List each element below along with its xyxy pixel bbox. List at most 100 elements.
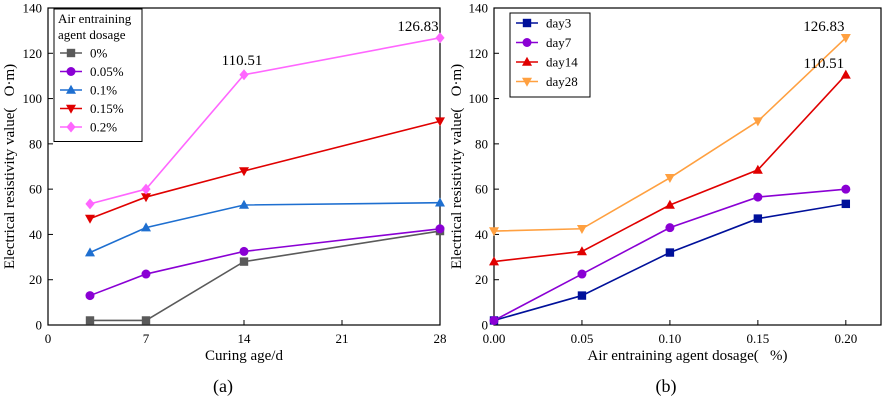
- legend-title: Air entraining agent dosage: [58, 11, 132, 42]
- legend-entry-day28: day28: [546, 74, 578, 89]
- data-point-0.1%: [239, 199, 249, 209]
- data-point-day28: [840, 34, 851, 44]
- data-point-0.2%: [435, 32, 445, 44]
- y-tick-label: 0: [482, 318, 489, 333]
- x-tick-label: 14: [238, 331, 252, 346]
- legend-entry-0.2%: 0.2%: [90, 120, 117, 135]
- annotation-label: 126.83: [803, 19, 844, 35]
- legend-entry-0.05%: 0.05%: [90, 64, 124, 79]
- legend-entry-day14: day14: [546, 55, 578, 70]
- series-line-0%: [90, 230, 441, 322]
- data-point-day7: [577, 269, 587, 279]
- legend-marker-0.1%: [66, 84, 76, 94]
- data-point-day14: [576, 246, 587, 256]
- x-tick-label: 0.15: [746, 331, 769, 346]
- legend-marker-day14: [522, 56, 532, 66]
- chart-panel-a: 0 20 40 60 80 100 120 140 0 7 14 21 28 Curing age/d El…: [2, 1, 447, 398]
- data-point-0.2%: [239, 69, 249, 81]
- data-point-day14: [664, 199, 675, 209]
- series-line-0.15%: [89, 120, 441, 220]
- data-point-0.15%: [239, 167, 249, 177]
- data-point-0.1%: [435, 197, 445, 207]
- legend-entry-0.1%: 0.1%: [90, 83, 117, 98]
- data-point-0.05%: [85, 291, 95, 301]
- data-point-0.2%: [141, 183, 151, 195]
- series-line-0.1%: [89, 201, 441, 254]
- series-line-day14: [493, 74, 847, 263]
- x-tick-label: 0: [45, 331, 52, 346]
- data-point-0.1%: [141, 222, 151, 232]
- data-point-0.05%: [435, 224, 445, 234]
- annotation-label: 110.51: [803, 56, 844, 72]
- legend-marker-day28: [522, 77, 532, 87]
- y-axis-title: Electrical resistivity value( O·m): [449, 64, 465, 269]
- data-point-0%: [85, 316, 95, 325]
- data-point-0.15%: [141, 193, 151, 203]
- y-tick-label: 120: [23, 46, 43, 61]
- data-point-day7: [489, 315, 499, 325]
- data-point-0.2%: [85, 198, 95, 210]
- legend-marker-0%: [66, 48, 76, 58]
- x-tick-label: 0.05: [571, 331, 594, 346]
- y-tick-label: 60: [29, 182, 42, 197]
- y-tick-label: 40: [475, 227, 488, 242]
- x-tick-label: 0.00: [483, 331, 506, 346]
- y-tick-label: 120: [469, 46, 489, 61]
- data-point-day7: [665, 223, 675, 233]
- data-point-day7: [841, 184, 851, 194]
- legend-marker-0.05%: [66, 67, 76, 76]
- data-point-0.15%: [435, 117, 445, 127]
- data-point-0.15%: [85, 214, 95, 224]
- legend-entry-day7: day7: [546, 35, 572, 50]
- x-tick-label: 7: [143, 331, 150, 346]
- panel-label: (a): [213, 376, 233, 397]
- data-point-day28: [752, 117, 763, 127]
- y-axis-title: Electrical resistivity value( O·m): [2, 64, 18, 269]
- data-point-0.1%: [85, 247, 95, 257]
- data-point-day28: [489, 227, 499, 237]
- annotation-label: 110.51: [222, 53, 263, 69]
- data-point-0%: [239, 257, 249, 266]
- y-tick-label: 0: [36, 318, 43, 333]
- x-tick-label: 21: [336, 331, 349, 346]
- legend-entry-day3: day3: [546, 16, 571, 31]
- series-line-day3: [493, 203, 846, 322]
- x-axis-title: Curing age/d: [205, 348, 283, 364]
- legend-marker-0.15%: [66, 104, 76, 114]
- y-tick-label: 60: [475, 182, 488, 197]
- panel-label: (b): [656, 376, 677, 397]
- data-point-day3: [577, 291, 587, 300]
- data-point-day7: [753, 192, 763, 202]
- y-tick-label: 20: [475, 272, 488, 287]
- legend-entry-0.15%: 0.15%: [90, 101, 124, 116]
- data-point-day3: [841, 199, 851, 209]
- legend-marker-day3: [522, 18, 532, 28]
- y-tick-label: 100: [469, 91, 489, 106]
- legend-entry-0%: 0%: [90, 46, 108, 61]
- data-point-0.05%: [239, 246, 249, 256]
- chart-panel-b: 0 20 40 60 80 100 120 140 0.00 0.05 0.10 0.15 0.20 Ai…: [449, 1, 882, 397]
- x-tick-label: 0.10: [659, 331, 682, 346]
- data-point-day3: [665, 248, 675, 257]
- data-point-day14: [489, 256, 499, 266]
- series-line-0.2%: [89, 37, 441, 205]
- plot-frame: [493, 7, 882, 326]
- y-tick-label: 80: [29, 136, 42, 151]
- annotation-label: 126.83: [397, 19, 438, 35]
- data-point-0%: [141, 316, 151, 325]
- x-axis-title: Air entraining agent dosage( %): [588, 348, 788, 364]
- y-tick-label: 40: [29, 227, 42, 242]
- data-point-day3: [753, 214, 763, 223]
- legend-marker-day7: [522, 38, 532, 47]
- data-point-day28: [576, 224, 587, 234]
- data-point-0.05%: [141, 269, 151, 279]
- y-tick-label: 20: [29, 272, 42, 287]
- data-point-day28: [664, 174, 675, 184]
- legend-marker-0.2%: [66, 121, 76, 133]
- y-tick-label: 140: [469, 1, 489, 16]
- y-tick-label: 140: [23, 1, 43, 16]
- x-tick-label: 0.20: [834, 331, 857, 346]
- y-tick-label: 80: [475, 136, 488, 151]
- series-line-0.05%: [89, 227, 441, 297]
